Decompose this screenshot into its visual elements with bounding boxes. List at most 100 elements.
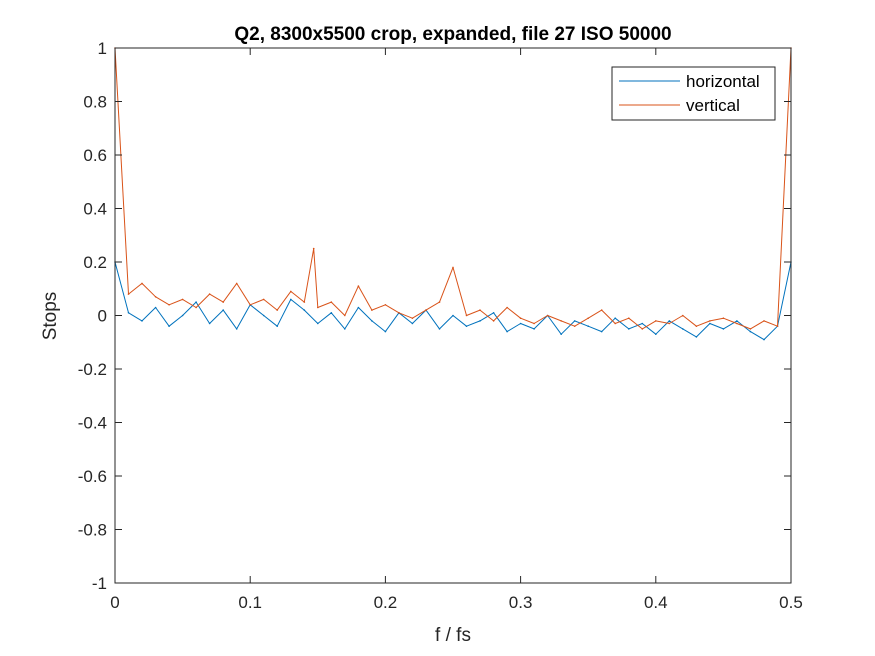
data-point-vertical	[312, 247, 315, 250]
y-axis-label: Stops	[40, 292, 61, 341]
data-point-vertical	[438, 301, 441, 303]
data-point-horizontal	[628, 328, 630, 330]
series-vertical	[114, 47, 792, 330]
data-point-vertical	[614, 322, 616, 325]
data-point-horizontal	[384, 330, 387, 333]
data-point-vertical	[533, 322, 535, 325]
data-point-vertical	[357, 285, 360, 287]
y-tick-label: 0.2	[83, 253, 107, 272]
data-point-horizontal	[127, 312, 130, 314]
data-point-horizontal	[519, 322, 522, 325]
data-point-vertical	[722, 317, 725, 320]
data-point-vertical	[303, 301, 306, 303]
data-point-vertical	[546, 314, 549, 317]
data-point-vertical	[506, 306, 508, 309]
data-point-vertical	[763, 320, 765, 322]
data-point-vertical	[628, 317, 630, 320]
data-point-horizontal	[141, 320, 143, 322]
x-tick-label: 0.2	[374, 593, 398, 612]
data-point-vertical	[181, 298, 184, 301]
data-point-horizontal	[763, 338, 765, 341]
y-tick-label: -1	[92, 574, 107, 593]
data-point-horizontal	[222, 309, 224, 311]
data-point-horizontal	[722, 328, 725, 330]
data-point-horizontal	[303, 309, 306, 311]
data-point-horizontal	[492, 312, 495, 314]
data-point-vertical	[290, 290, 292, 293]
y-tick-label: 1	[98, 39, 107, 58]
series-line-vertical	[114, 47, 792, 330]
data-point-vertical	[573, 325, 576, 328]
y-tick-label: 0.4	[83, 200, 107, 219]
data-point-vertical	[141, 282, 143, 285]
data-point-vertical	[168, 304, 170, 306]
x-tick-label: 0.3	[509, 593, 533, 612]
data-point-horizontal	[195, 301, 197, 303]
data-point-vertical	[371, 309, 373, 311]
data-point-horizontal	[317, 322, 319, 325]
y-tick-label: 0.6	[83, 146, 107, 165]
data-point-vertical	[411, 317, 414, 320]
data-point-horizontal	[655, 333, 657, 336]
data-point-vertical	[682, 314, 684, 317]
data-point-horizontal	[533, 328, 535, 330]
data-point-vertical	[749, 328, 752, 330]
y-tick-label: -0.8	[78, 521, 107, 540]
y-tick-label: 0.8	[83, 93, 107, 112]
data-point-horizontal	[695, 336, 698, 338]
data-point-horizontal	[641, 322, 644, 325]
data-point-horizontal	[181, 314, 184, 317]
data-point-horizontal	[600, 330, 603, 333]
series-layer	[114, 47, 792, 341]
data-point-vertical	[235, 282, 238, 285]
data-point-horizontal	[154, 306, 157, 309]
data-point-vertical	[695, 325, 698, 328]
data-point-vertical	[344, 314, 346, 317]
data-point-vertical	[330, 301, 333, 303]
data-point-vertical	[276, 309, 279, 311]
y-tick-label: -0.6	[78, 467, 107, 486]
legend: horizontal vertical	[611, 66, 776, 121]
y-tick-label: -0.4	[78, 414, 107, 433]
data-point-vertical	[776, 325, 779, 328]
data-point-vertical	[195, 306, 197, 309]
chart-title: Q2, 8300x5500 crop, expanded, file 27 IS…	[234, 24, 671, 45]
data-point-vertical	[425, 309, 427, 311]
data-point-horizontal	[506, 330, 508, 333]
data-point-vertical	[560, 320, 562, 322]
legend-label-vertical: vertical	[686, 96, 740, 115]
data-point-horizontal	[587, 325, 589, 328]
data-point-horizontal	[479, 320, 481, 322]
series-horizontal	[114, 261, 792, 341]
data-point-horizontal	[452, 314, 454, 317]
data-point-vertical	[154, 296, 157, 298]
legend-label-horizontal: horizontal	[686, 72, 760, 91]
data-point-horizontal	[290, 298, 292, 301]
data-point-horizontal	[709, 322, 711, 325]
data-point-horizontal	[573, 320, 576, 322]
data-point-horizontal	[736, 320, 738, 322]
data-point-vertical	[262, 298, 265, 301]
data-point-vertical	[452, 266, 454, 269]
data-point-horizontal	[465, 325, 468, 328]
data-point-vertical	[127, 293, 130, 295]
data-point-vertical	[222, 301, 224, 303]
data-point-vertical	[465, 314, 468, 317]
data-point-vertical	[398, 312, 400, 314]
legend-box	[611, 66, 776, 121]
data-point-vertical	[736, 322, 738, 325]
data-point-vertical	[208, 293, 211, 295]
data-point-vertical	[587, 317, 589, 320]
data-point-horizontal	[438, 328, 441, 330]
x-tick-label: 0.4	[644, 593, 668, 612]
data-point-vertical	[600, 309, 603, 311]
data-point-horizontal	[262, 314, 265, 317]
data-point-horizontal	[357, 306, 360, 309]
data-point-vertical	[317, 306, 319, 309]
data-point-vertical	[384, 304, 387, 306]
data-point-horizontal	[371, 320, 373, 322]
data-point-horizontal	[560, 333, 562, 336]
data-point-vertical	[641, 328, 644, 330]
data-point-horizontal	[411, 322, 414, 325]
